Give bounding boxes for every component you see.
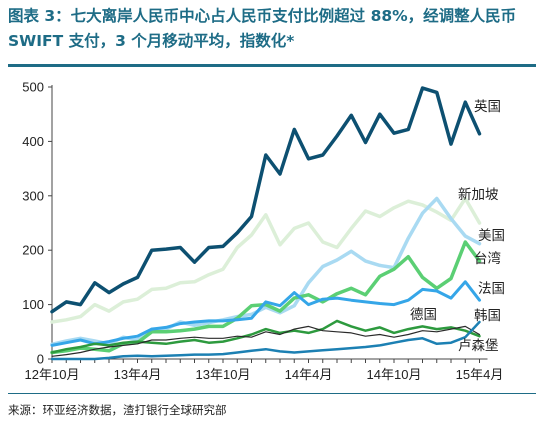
series-line-6 bbox=[50, 320, 481, 361]
chart-title: 图表 3：七大离岸人民币中心占人民币支付比例超过 88%，经调整人民币 SWIF… bbox=[8, 7, 517, 50]
series-label-0: 英国 bbox=[474, 98, 501, 115]
y-tick-label: 300 bbox=[22, 188, 44, 203]
series-label-6: 韩国 bbox=[474, 308, 501, 324]
y-tick-label: 200 bbox=[22, 243, 44, 258]
series-line-1 bbox=[50, 196, 482, 324]
y-tick-label: 0 bbox=[37, 352, 44, 367]
series-lines bbox=[50, 86, 482, 361]
series-line-5 bbox=[50, 319, 481, 354]
series-label-4: 法国 bbox=[478, 281, 505, 297]
x-tick-label: 13年10月 bbox=[196, 367, 251, 382]
series-label-1: 新加坡 bbox=[458, 187, 499, 203]
chart-axes: 0 100 200 300 400 500 12年10月 13年4月 13年10月 14年4月 14… bbox=[22, 80, 503, 383]
x-tick-label: 12年10月 bbox=[25, 367, 80, 382]
x-tick-label: 15年4月 bbox=[456, 367, 504, 382]
series-line-7 bbox=[51, 325, 481, 357]
series-label-3: 台湾 bbox=[474, 250, 501, 267]
y-tick-label: 400 bbox=[22, 134, 44, 149]
y-tick-label: 500 bbox=[22, 80, 44, 95]
x-tick-label: 14年4月 bbox=[285, 367, 333, 382]
x-tick-label: 14年10月 bbox=[367, 367, 422, 382]
series-label-7: 卢森堡 bbox=[458, 338, 499, 354]
series-line-0 bbox=[50, 86, 482, 314]
series-label-5: 德国 bbox=[410, 307, 437, 323]
x-tick-label: 13年4月 bbox=[114, 367, 162, 382]
footer-divider bbox=[8, 393, 536, 394]
series-label-2: 美国 bbox=[478, 228, 505, 244]
series-line-4 bbox=[50, 280, 481, 347]
series-line-3 bbox=[50, 240, 482, 355]
y-tick-label: 100 bbox=[22, 297, 44, 312]
source-note: 来源：环亚经济数据，渣打银行全球研究部 bbox=[8, 403, 227, 417]
title-divider bbox=[8, 64, 536, 67]
